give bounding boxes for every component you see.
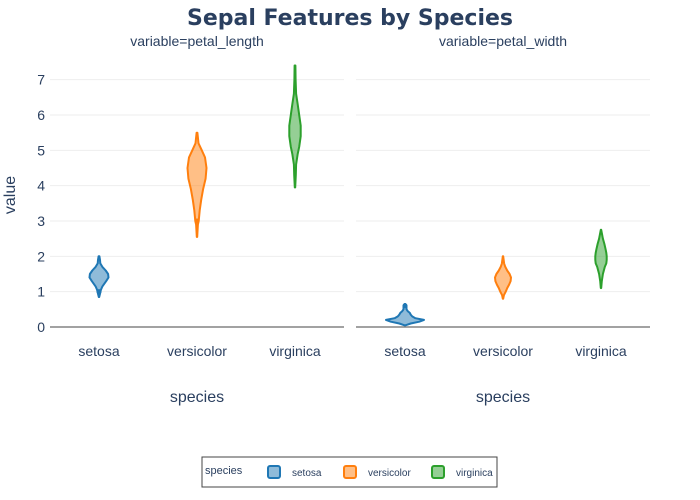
- violin-0-setosa: [88, 255, 110, 298]
- x-tick-label-0-setosa: setosa: [78, 343, 119, 359]
- outlier-0-versicolor-0: [194, 218, 200, 224]
- violin-0-versicolor: [186, 131, 208, 238]
- y-tick-label-2: 2: [37, 248, 45, 264]
- outlier-1-setosa-0: [402, 303, 408, 309]
- x-tick-label-1-versicolor: versicolor: [473, 343, 533, 359]
- x-axis-title-left: species: [170, 389, 224, 406]
- legend-label-virginica: virginica: [456, 468, 493, 479]
- legend: species setosa versicolor virginica: [201, 456, 498, 488]
- x-tick-label-1-setosa: setosa: [384, 343, 425, 359]
- legend-swatch-virginica: [431, 465, 445, 479]
- y-tick-label-6: 6: [37, 107, 45, 123]
- violin-0-virginica: [288, 64, 302, 189]
- y-tick-label-1: 1: [37, 284, 45, 300]
- y-tick-label-5: 5: [37, 142, 45, 158]
- violin-1-versicolor: [494, 255, 512, 300]
- legend-swatch-versicolor: [343, 465, 357, 479]
- x-tick-label-0-virginica: virginica: [269, 343, 321, 359]
- facet-title-right: variable=petal_width: [439, 33, 567, 49]
- y-axis-title: value: [2, 176, 19, 214]
- y-tick-label-0: 0: [37, 319, 45, 335]
- violin-1-virginica: [594, 228, 608, 290]
- facet-title-left: variable=petal_length: [130, 33, 264, 49]
- y-tick-label-7: 7: [37, 72, 45, 88]
- outlier-0-setosa-0: [96, 289, 102, 295]
- y-tick-label-4: 4: [37, 178, 45, 194]
- y-tick-label-3: 3: [37, 213, 45, 229]
- legend-title: species: [205, 465, 243, 477]
- x-tick-label-0-versicolor: versicolor: [167, 343, 227, 359]
- legend-label-versicolor: versicolor: [368, 468, 411, 479]
- chart-title: Sepal Features by Species: [187, 6, 513, 31]
- plot-area: 0 1 2 3 4 5 6 7 setosa versicolor virginica setosa v…: [37, 64, 650, 359]
- x-axis-title-right: species: [476, 389, 530, 406]
- legend-label-setosa: setosa: [292, 468, 322, 479]
- x-tick-label-1-virginica: virginica: [575, 343, 627, 359]
- legend-swatch-setosa: [267, 465, 281, 479]
